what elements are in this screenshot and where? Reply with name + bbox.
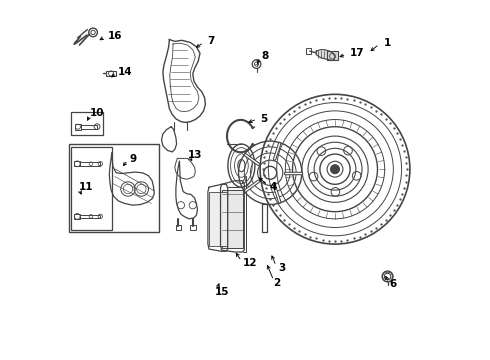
Text: 12: 12 [243,258,258,268]
Bar [190,225,196,230]
Text: 8: 8 [261,51,269,61]
Bar [306,48,311,54]
Bar [72,147,112,230]
Text: 1: 1 [384,38,391,48]
Text: 5: 5 [260,114,268,124]
Bar [75,124,81,130]
Bar [106,71,116,76]
Text: 11: 11 [79,182,93,192]
Text: 15: 15 [215,287,229,297]
Text: 9: 9 [129,154,136,164]
Text: 3: 3 [278,263,285,273]
Bar [74,161,80,166]
Circle shape [331,165,339,174]
Bar [176,225,181,230]
Text: 14: 14 [118,67,133,77]
Text: 7: 7 [207,36,215,46]
Bar [69,144,159,232]
Bar [209,192,227,246]
Bar [80,215,100,218]
Polygon shape [316,50,335,60]
Text: 17: 17 [349,48,364,58]
Bar [74,214,80,219]
Bar [80,162,100,166]
Bar [72,112,103,135]
Text: 6: 6 [389,279,396,289]
Text: 16: 16 [108,31,122,41]
Bar [327,51,338,60]
Text: 13: 13 [188,150,203,160]
Text: 2: 2 [273,278,280,288]
Text: 10: 10 [90,108,105,118]
Bar [81,125,97,129]
Bar [222,190,243,248]
Text: 4: 4 [270,182,277,192]
